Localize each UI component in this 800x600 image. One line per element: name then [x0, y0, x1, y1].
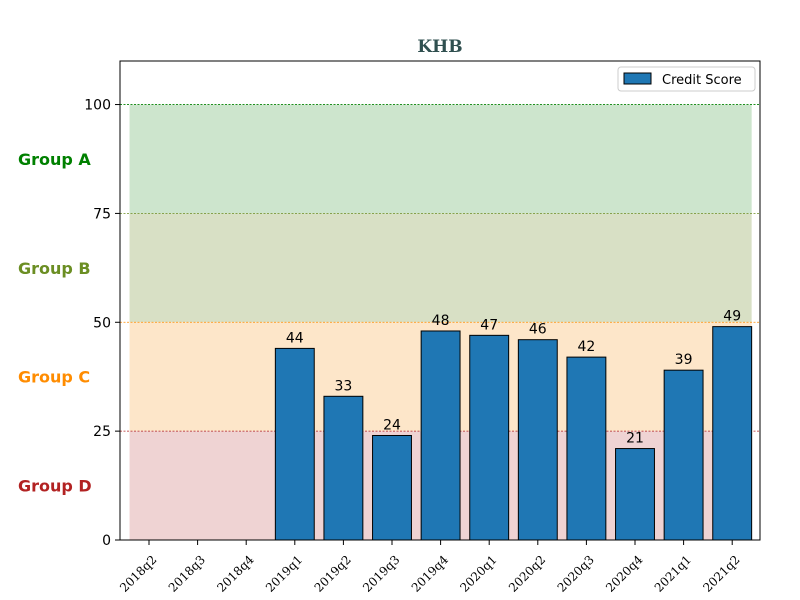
legend-label: Credit Score [662, 73, 742, 88]
group-d-label: Group D [18, 477, 92, 496]
y-tick-label: 100 [84, 98, 111, 114]
x-axis: 2018q2 2018q3 2018q4 2019q1 2019q2 2019q3 2019… [117, 540, 743, 595]
y-tick-label: 50 [93, 315, 111, 331]
x-tick-label: 2020q1 [457, 553, 499, 595]
x-tick-label: 2018q2 [117, 553, 159, 595]
bar-2019q2 [323, 395, 364, 541]
value-label-2021q1: 39 [675, 352, 693, 368]
legend: Credit Score [617, 66, 756, 92]
x-tick-label: 2020q2 [506, 553, 548, 595]
x-tick-label: 2019q3 [360, 553, 402, 595]
x-tick-label: 2018q4 [214, 552, 257, 595]
x-tick-label: 2019q1 [263, 553, 305, 595]
value-label-2020q1: 47 [480, 317, 498, 333]
bar-2020q2 [517, 339, 558, 541]
bar-2019q1 [274, 347, 315, 541]
y-tick-label: 0 [102, 533, 111, 549]
x-tick-label: 2021q1 [652, 553, 694, 595]
y-tick-label: 25 [93, 424, 111, 440]
group-a-label: Group A [18, 150, 91, 169]
bar-2019q3 [372, 434, 412, 541]
value-labels: 44 33 24 48 47 46 42 21 39 49 [286, 309, 741, 447]
group-a-band [129, 104, 752, 214]
x-tick-label: 2021q2 [700, 553, 742, 595]
bar-2020q3 [566, 356, 607, 541]
axes-frame [119, 60, 761, 541]
legend-swatch [623, 72, 652, 85]
group-b-band [129, 213, 752, 323]
bar-2019q4 [420, 330, 461, 541]
bars [274, 326, 753, 541]
bar-2021q2 [712, 326, 753, 541]
x-tick-label: 2018q3 [166, 553, 208, 595]
x-tick-label: 2019q2 [312, 553, 354, 595]
value-label-2019q1: 44 [286, 330, 304, 346]
bar-2021q1 [663, 369, 704, 541]
value-label-2019q4: 48 [432, 313, 450, 329]
bar-2020q1 [469, 334, 510, 541]
legend-box [617, 66, 756, 92]
value-label-2020q3: 42 [577, 339, 595, 355]
x-tick-label: 2020q4 [603, 552, 646, 595]
value-label-2020q4: 21 [626, 431, 644, 447]
value-label-2021q2: 49 [723, 309, 741, 325]
x-tick-label: 2019q4 [409, 552, 452, 595]
bar-2020q4 [615, 448, 655, 541]
value-label-2019q3: 24 [383, 417, 401, 433]
value-label-2020q2: 46 [529, 322, 547, 338]
group-c-label: Group C [18, 368, 90, 387]
y-axis: 0 25 50 75 100 [84, 98, 120, 549]
chart-title: KHB [417, 37, 462, 57]
group-b-label: Group B [18, 259, 91, 278]
y-tick-label: 75 [93, 206, 111, 222]
x-tick-label: 2020q3 [555, 553, 597, 595]
group-labels: Group A Group B Group C Group D [18, 150, 92, 496]
value-label-2019q2: 33 [334, 378, 352, 394]
